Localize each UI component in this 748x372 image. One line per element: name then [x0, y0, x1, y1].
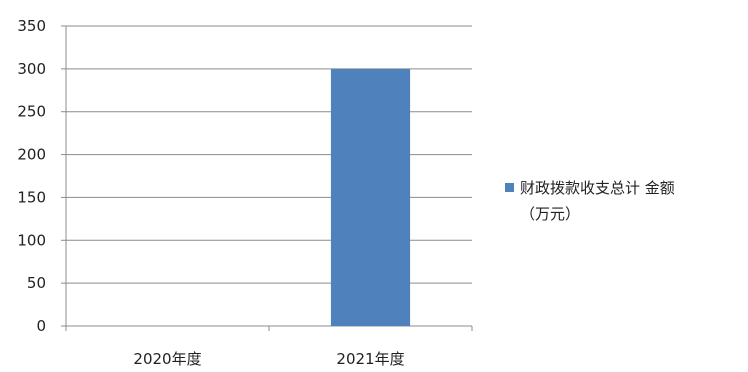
- y-tick-label: 100: [17, 231, 46, 249]
- legend-swatch: [505, 183, 514, 192]
- y-tick-label: 300: [17, 60, 46, 78]
- y-tick-label: 200: [17, 146, 46, 164]
- bars: [330, 68, 411, 326]
- y-tick-label: 50: [27, 274, 46, 292]
- legend-item-line2: （万元）: [505, 201, 745, 227]
- y-tick-label: 150: [17, 188, 46, 206]
- gridlines: [66, 25, 472, 284]
- legend-item: 财政拨款收支总计 金额: [505, 175, 745, 201]
- x-category-label: 2020年度: [133, 350, 201, 368]
- legend-label-line1: 财政拨款收支总计 金额: [520, 179, 675, 197]
- axes: [61, 25, 473, 331]
- tick-labels: 0 50 100 150 200 250 300 350 2020年度 2021年度: [17, 17, 404, 368]
- bar: [330, 68, 411, 326]
- y-tick-label: 250: [17, 103, 46, 121]
- y-tick-label: 350: [17, 17, 46, 35]
- y-tick-label: 0: [36, 317, 46, 335]
- legend-label-line2: （万元）: [520, 205, 581, 223]
- legend: 财政拨款收支总计 金额 （万元）: [505, 175, 745, 227]
- x-category-label: 2021年度: [336, 350, 404, 368]
